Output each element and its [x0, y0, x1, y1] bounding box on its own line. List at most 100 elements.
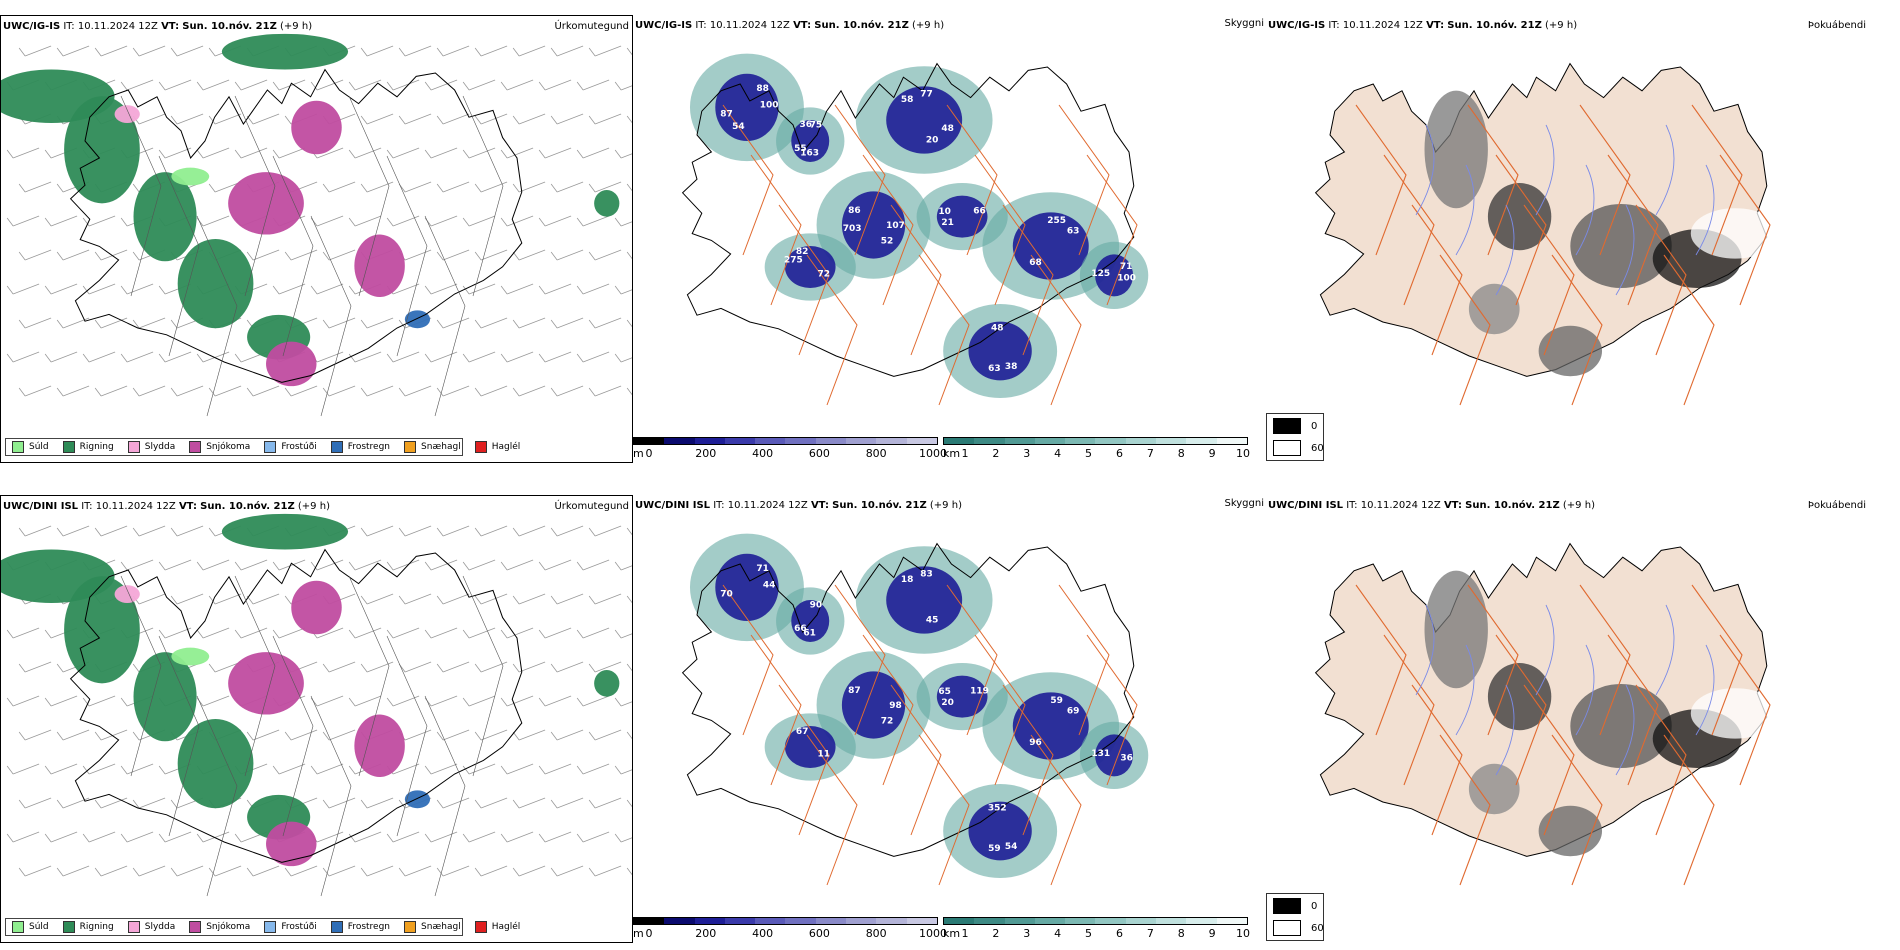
wind-barb: [386, 627, 420, 639]
road-line: [310, 215, 352, 417]
visibility-point-label: 11: [818, 750, 831, 760]
visibility-point-label: 87: [720, 109, 733, 119]
wind-barb: [310, 215, 344, 227]
colorbar-step: [664, 918, 695, 924]
colorbar-step: [724, 438, 756, 444]
wind-barb: [424, 763, 458, 775]
wind-barb: [614, 833, 632, 843]
colorbar-step: [694, 438, 725, 444]
wind-barb: [424, 695, 458, 707]
wind-barb: [322, 729, 356, 741]
wind-barb: [588, 865, 622, 877]
wind-barb: [550, 317, 584, 329]
colorbar-tick: 8: [1177, 927, 1185, 940]
wind-barb: [386, 147, 420, 159]
panel-header: UWC/IG-IS IT: 10.11.2024 12Z VT: Sun. 10…: [1268, 20, 1578, 31]
wind-barb: [614, 629, 632, 639]
visibility-point-label: 71: [756, 564, 769, 574]
road-line: [890, 204, 942, 356]
wind-barb: [196, 79, 230, 91]
colorbar-step: [1034, 438, 1066, 444]
road-line: [424, 215, 466, 417]
wind-barb: [120, 79, 154, 91]
colorbar-tick: 400: [752, 447, 774, 460]
wind-barb: [500, 695, 534, 707]
road-line: [806, 734, 858, 886]
wind-barb: [626, 319, 632, 328]
legend-swatch: [127, 441, 140, 453]
colorbar-step: [1034, 918, 1066, 924]
legend-item: Frostregn: [330, 921, 390, 933]
wind-barb: [474, 525, 508, 537]
legend-swatch: [127, 921, 140, 933]
road-line: [1607, 634, 1659, 786]
river-line: [1535, 124, 1555, 216]
road-line: [234, 575, 276, 777]
wind-barb: [424, 147, 458, 159]
road-line: [1383, 154, 1435, 306]
visibility-point-label: 86: [848, 206, 861, 216]
road-line: [158, 155, 200, 357]
wind-barb: [500, 763, 534, 775]
wind-barb: [196, 831, 230, 843]
panel-header: UWC/DINI ISL IT: 10.11.2024 12Z VT: Sun.…: [635, 500, 962, 511]
wind-barb: [588, 249, 622, 261]
visibility-low-m: [968, 321, 1032, 381]
wind-barb: [348, 215, 382, 227]
coastline: [69, 548, 523, 863]
wind-barb: [120, 283, 154, 295]
wind-barb: [56, 45, 90, 57]
colorbar-step: [634, 438, 665, 444]
wind-barb: [386, 559, 420, 571]
colorbar-step: [1065, 918, 1096, 924]
visibility-map: 44 66 83 72 65 69 59 67 36 70 90 45 87 119 96 352 11 131 7…: [681, 533, 1149, 886]
wind-barb: [550, 45, 584, 57]
wind-barb: [6, 763, 40, 775]
road-line: [862, 154, 914, 306]
river-line: [1615, 684, 1635, 776]
river-network: [1415, 124, 1715, 296]
colorbar-tick: 600: [808, 927, 830, 940]
road-line: [1002, 684, 1054, 836]
wind-barb: [500, 831, 534, 843]
colorbar-step: [1004, 918, 1035, 924]
legend-swatch: [12, 921, 24, 933]
colorbar-step: [876, 918, 907, 924]
coastline: [69, 68, 523, 383]
legend-label: Rigning: [79, 922, 114, 932]
wind-barb: [348, 831, 382, 843]
wind-barb: [576, 627, 610, 639]
fog-legend: 0 60: [1266, 413, 1324, 461]
visibility-point-label: 48: [991, 324, 1004, 334]
fog-legend-swatch: [1273, 418, 1301, 434]
wind-barb: [576, 763, 610, 775]
wind-barb: [538, 627, 572, 639]
panel-title: Þokuábendi: [1807, 20, 1866, 31]
colorbar-tick: 9: [1208, 447, 1216, 460]
wind-barb: [6, 695, 40, 707]
wind-barb: [512, 593, 546, 605]
wind-barb: [120, 831, 154, 843]
colorbar-step: [906, 918, 937, 924]
wind-barb: [120, 559, 154, 571]
colorbar-step: [664, 438, 695, 444]
wind-barb: [538, 351, 572, 363]
colorbar-step: [846, 438, 877, 444]
panel-header: UWC/IG-IS IT: 10.11.2024 12Z VT: Sun. 10…: [3, 21, 313, 32]
wind-barb: [360, 181, 394, 193]
panel-title: Þokuábendi: [1807, 500, 1866, 511]
legend-label: Rigning: [79, 442, 114, 452]
wind-barb: [6, 283, 40, 295]
road-line: [1579, 584, 1631, 736]
road-line: [234, 95, 276, 297]
colorbar-step: [1186, 438, 1217, 444]
wind-barb: [18, 45, 52, 57]
panel-title: Skyggni: [1224, 18, 1264, 29]
wind-barb: [322, 797, 356, 809]
legend-item: Frostúði: [264, 441, 317, 453]
wind-barb: [538, 763, 572, 775]
wind-barb: [626, 867, 632, 876]
fog-index-area: [1424, 570, 1488, 689]
wind-barb: [208, 113, 242, 125]
visibility-point-label: 100: [760, 100, 779, 110]
